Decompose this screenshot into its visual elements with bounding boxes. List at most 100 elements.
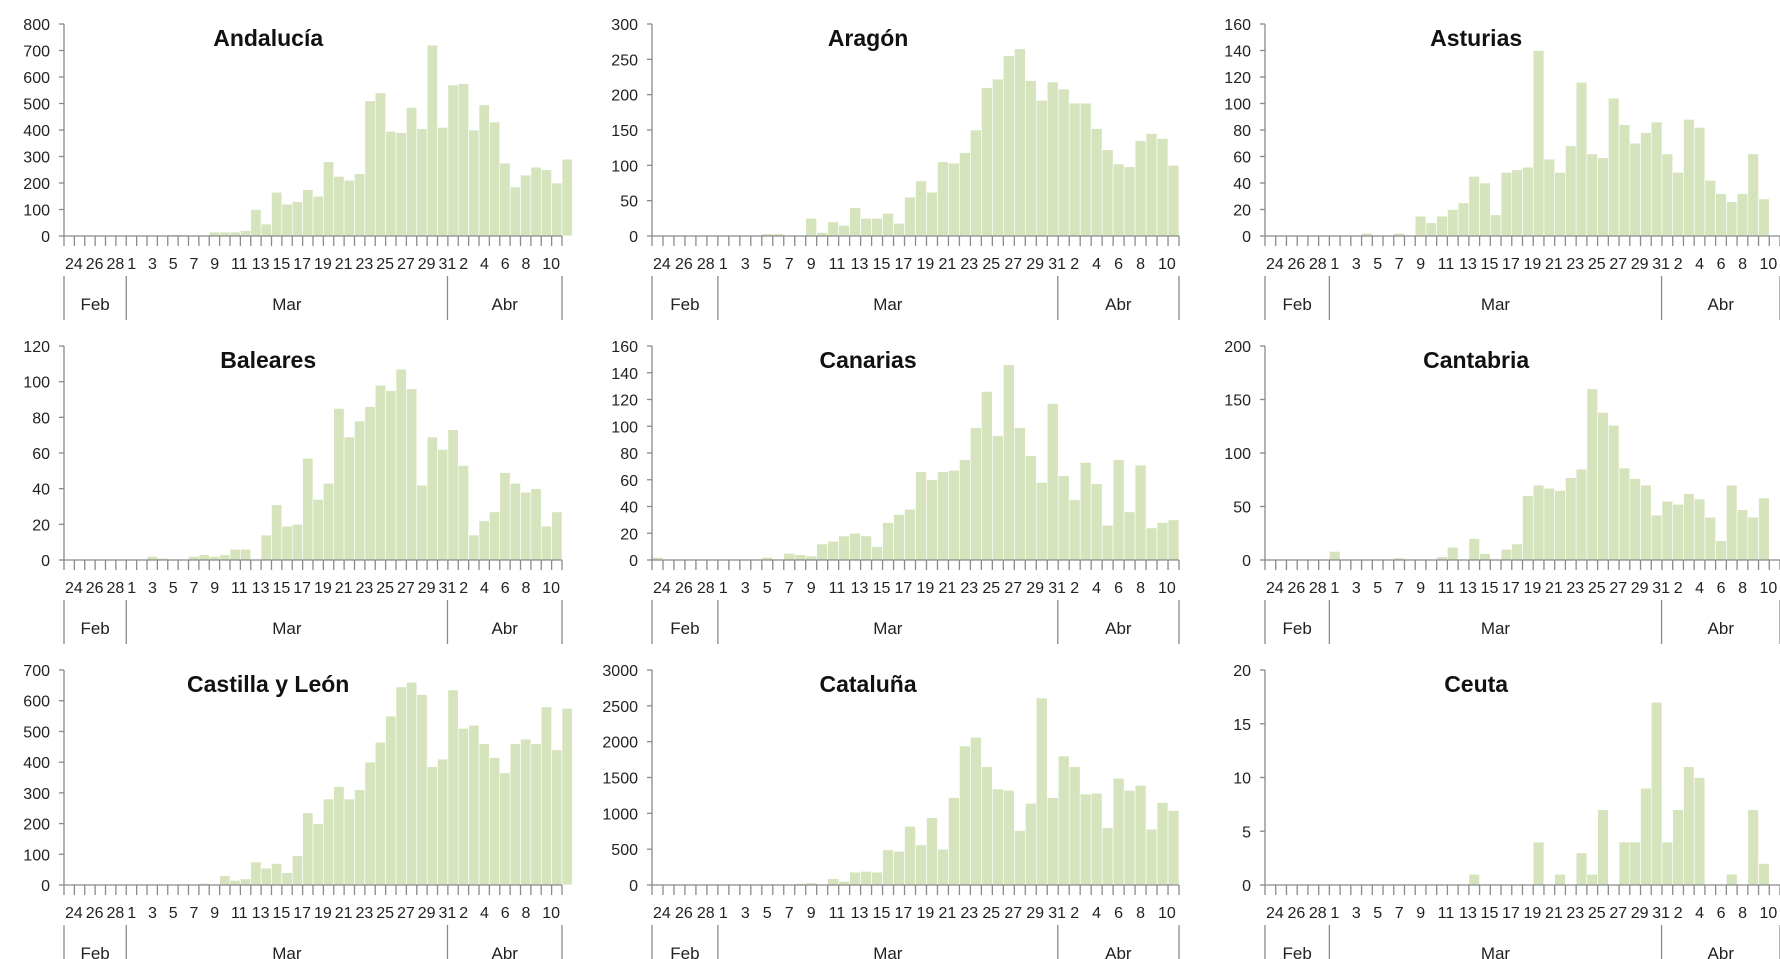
- bar-canarias-31: [992, 435, 1004, 561]
- bar-baleares-22: [291, 524, 303, 561]
- bar-canarias-41: [1101, 524, 1114, 561]
- x-tick-label-castilla-y-leon-28: 23: [356, 905, 374, 922]
- bar-cataluna-34: [1024, 802, 1037, 886]
- x-tick-label-baleares-46: 10: [542, 580, 560, 597]
- x-tick-label-canarias-26: 21: [938, 580, 956, 597]
- x-tick-label-castilla-y-leon-0: 24: [65, 905, 83, 922]
- bar-andalucia-41: [489, 121, 501, 237]
- y-tick-label-baleares-0: 0: [41, 553, 50, 570]
- x-tick-label-canarias-18: 13: [851, 580, 869, 597]
- bar-castilla-y-leon-21: [281, 872, 293, 886]
- x-tick-label-baleares-36: 31: [439, 580, 457, 597]
- x-tick-label-aragon-28: 23: [960, 256, 978, 273]
- bar-asturias-19: [1468, 176, 1480, 237]
- month-label-andalucia-0: Feb: [80, 295, 109, 314]
- bar-canarias-46: [1156, 522, 1169, 561]
- bar-asturias-14: [1414, 215, 1427, 237]
- x-tick-label-aragon-32: 27: [1004, 256, 1022, 273]
- x-tick-label-ceuta-32: 27: [1609, 905, 1627, 922]
- x-tick-label-baleares-22: 17: [293, 580, 311, 597]
- bar-cataluna-23: [904, 825, 916, 886]
- x-tick-label-andalucia-36: 31: [439, 256, 457, 273]
- bar-asturias-23: [1511, 169, 1523, 237]
- bar-cantabria-38: [1672, 504, 1684, 561]
- bar-canarias-20: [871, 546, 883, 561]
- x-tick-label-cantabria-14: 9: [1416, 580, 1425, 597]
- bar-baleares-13: [198, 554, 210, 561]
- x-tick-label-asturias-4: 28: [1309, 256, 1327, 273]
- y-tick-label-andalucia-1: 100: [23, 203, 50, 220]
- x-tick-label-canarias-40: 4: [1092, 580, 1101, 597]
- bar-aragon-29: [970, 129, 982, 237]
- bar-ceuta-39: [1683, 766, 1695, 886]
- x-tick-label-cantabria-12: 7: [1395, 580, 1404, 597]
- bar-aragon-36: [1046, 81, 1059, 237]
- x-tick-label-andalucia-44: 8: [522, 256, 531, 273]
- x-tick-label-asturias-42: 6: [1717, 256, 1726, 273]
- x-tick-label-baleares-6: 1: [127, 580, 136, 597]
- bar-aragon-23: [904, 196, 916, 237]
- bar-cantabria-36: [1650, 514, 1663, 561]
- bar-cataluna-41: [1101, 827, 1114, 886]
- bar-asturias-15: [1425, 222, 1437, 237]
- x-tick-label-canarias-44: 8: [1136, 580, 1145, 597]
- bar-aragon-24: [915, 180, 927, 237]
- x-tick-label-castilla-y-leon-32: 27: [397, 905, 415, 922]
- bar-aragon-27: [948, 162, 960, 237]
- x-tick-label-ceuta-16: 11: [1438, 905, 1455, 922]
- y-tick-label-asturias-8: 160: [1224, 17, 1251, 34]
- x-tick-label-ceuta-20: 15: [1481, 905, 1499, 922]
- bar-asturias-24: [1522, 166, 1534, 237]
- chart-title-andalucia: Andalucía: [213, 25, 323, 51]
- bar-ceuta-36: [1650, 701, 1663, 886]
- bar-aragon-37: [1057, 88, 1070, 237]
- bar-castilla-y-leon-16: [229, 880, 241, 886]
- bar-castilla-y-leon-20: [271, 863, 283, 886]
- chart-title-canarias: Canarias: [819, 347, 916, 373]
- y-tick-label-cantabria-1: 50: [1233, 500, 1251, 517]
- x-tick-label-ceuta-34: 29: [1631, 905, 1649, 922]
- bar-canarias-16: [827, 540, 839, 561]
- bar-andalucia-30: [374, 92, 386, 237]
- bar-canarias-13: [794, 554, 807, 561]
- bar-cataluna-30: [981, 766, 993, 886]
- x-tick-label-andalucia-18: 13: [252, 256, 270, 273]
- x-tick-label-castilla-y-leon-2: 26: [86, 905, 104, 922]
- x-tick-label-andalucia-30: 25: [376, 256, 394, 273]
- bar-asturias-42: [1715, 193, 1727, 237]
- bar-andalucia-20: [271, 191, 283, 237]
- bar-asturias-17: [1447, 209, 1459, 237]
- y-tick-label-aragon-6: 300: [611, 17, 638, 34]
- y-tick-label-cataluna-1: 500: [611, 842, 638, 859]
- bar-asturias-41: [1704, 180, 1716, 237]
- bar-cantabria-41: [1704, 516, 1716, 561]
- bar-ceuta-37: [1661, 841, 1674, 886]
- bar-castilla-y-leon-23: [302, 812, 314, 886]
- bar-aragon-30: [981, 87, 993, 237]
- bar-andalucia-17: [240, 230, 252, 237]
- x-tick-label-baleares-18: 13: [252, 580, 270, 597]
- x-tick-label-andalucia-16: 11: [231, 256, 248, 273]
- bar-canarias-44: [1134, 464, 1147, 561]
- bar-cataluna-31: [992, 788, 1004, 886]
- bar-aragon-34: [1024, 80, 1037, 237]
- x-tick-label-ceuta-8: 3: [1352, 905, 1361, 922]
- bar-aragon-39: [1079, 102, 1092, 237]
- x-tick-label-andalucia-0: 24: [65, 256, 83, 273]
- bar-castilla-y-leon-18: [250, 861, 262, 886]
- x-tick-label-ceuta-30: 25: [1588, 905, 1606, 922]
- x-tick-label-canarias-36: 31: [1048, 580, 1066, 597]
- bar-canarias-43: [1123, 511, 1136, 561]
- bar-baleares-42: [499, 472, 511, 561]
- bar-canarias-19: [860, 535, 872, 561]
- y-tick-label-cataluna-4: 2000: [602, 735, 638, 752]
- x-tick-label-cantabria-16: 11: [1438, 580, 1455, 597]
- x-tick-label-canarias-22: 17: [895, 580, 913, 597]
- bar-cataluna-44: [1134, 785, 1147, 886]
- bar-cantabria-43: [1726, 484, 1738, 561]
- x-tick-label-baleares-2: 26: [86, 580, 104, 597]
- bar-baleares-35: [426, 436, 438, 561]
